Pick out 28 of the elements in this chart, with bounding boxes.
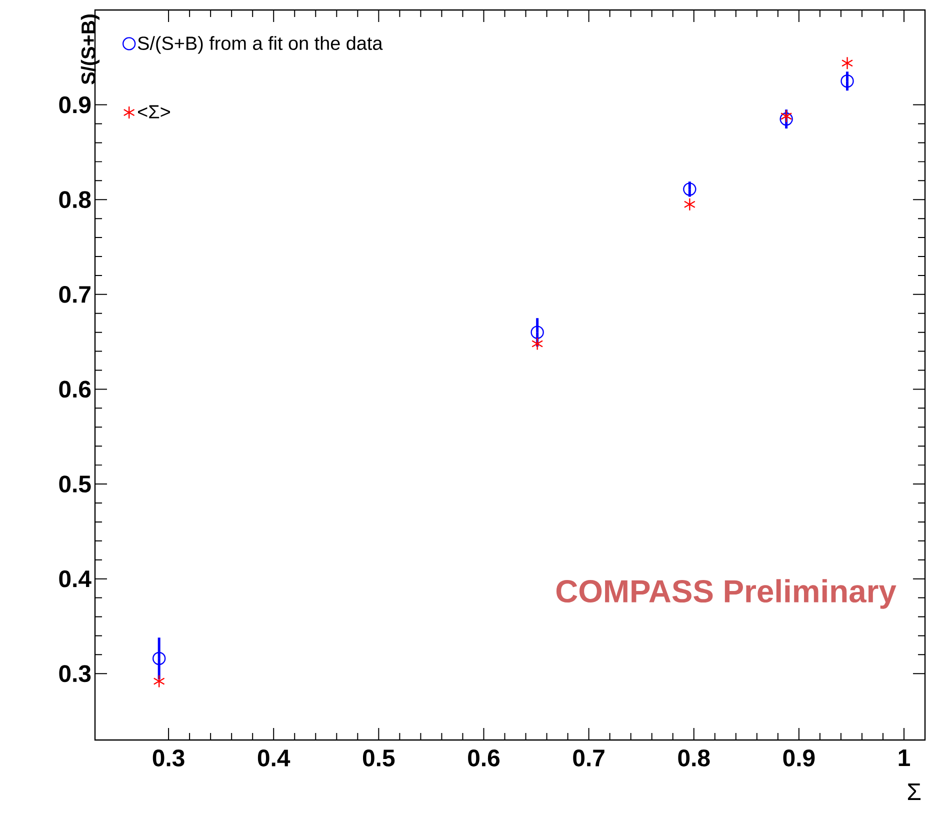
point [532, 337, 544, 350]
y-tick-label: 0.6 [59, 380, 91, 398]
legend-label: S/(S+B) from a fit on the data [138, 36, 383, 54]
point [780, 112, 793, 126]
legend-label: <Σ> [138, 105, 170, 118]
x-tick-label: 0.7 [573, 750, 604, 766]
point [530, 326, 544, 339]
x-tick-label: 0.8 [678, 750, 710, 766]
y-tick-label: 0.9 [59, 96, 91, 114]
x-tick-label: 0.6 [468, 750, 500, 766]
point [841, 56, 854, 70]
point [684, 198, 696, 211]
x-axis-title: Σ [908, 784, 921, 800]
point [840, 74, 854, 88]
point [152, 652, 166, 666]
point [683, 182, 696, 196]
x-tick-label: 1 [898, 750, 910, 766]
y-tick-label: 0.8 [59, 191, 91, 208]
annotation: COMPASS Preliminary [556, 579, 896, 609]
x-tick-label: 0.3 [152, 750, 184, 766]
y-tick-label: 0.3 [59, 665, 91, 682]
x-tick-label: 0.5 [363, 750, 395, 766]
x-tick-label: 0.9 [783, 750, 815, 766]
x-tick-label: 0.4 [258, 750, 290, 766]
y-tick-label: 0.5 [59, 476, 91, 492]
y-tick-label: 0.7 [59, 286, 90, 303]
y-tick-label: 0.4 [59, 570, 92, 588]
point [153, 674, 165, 688]
